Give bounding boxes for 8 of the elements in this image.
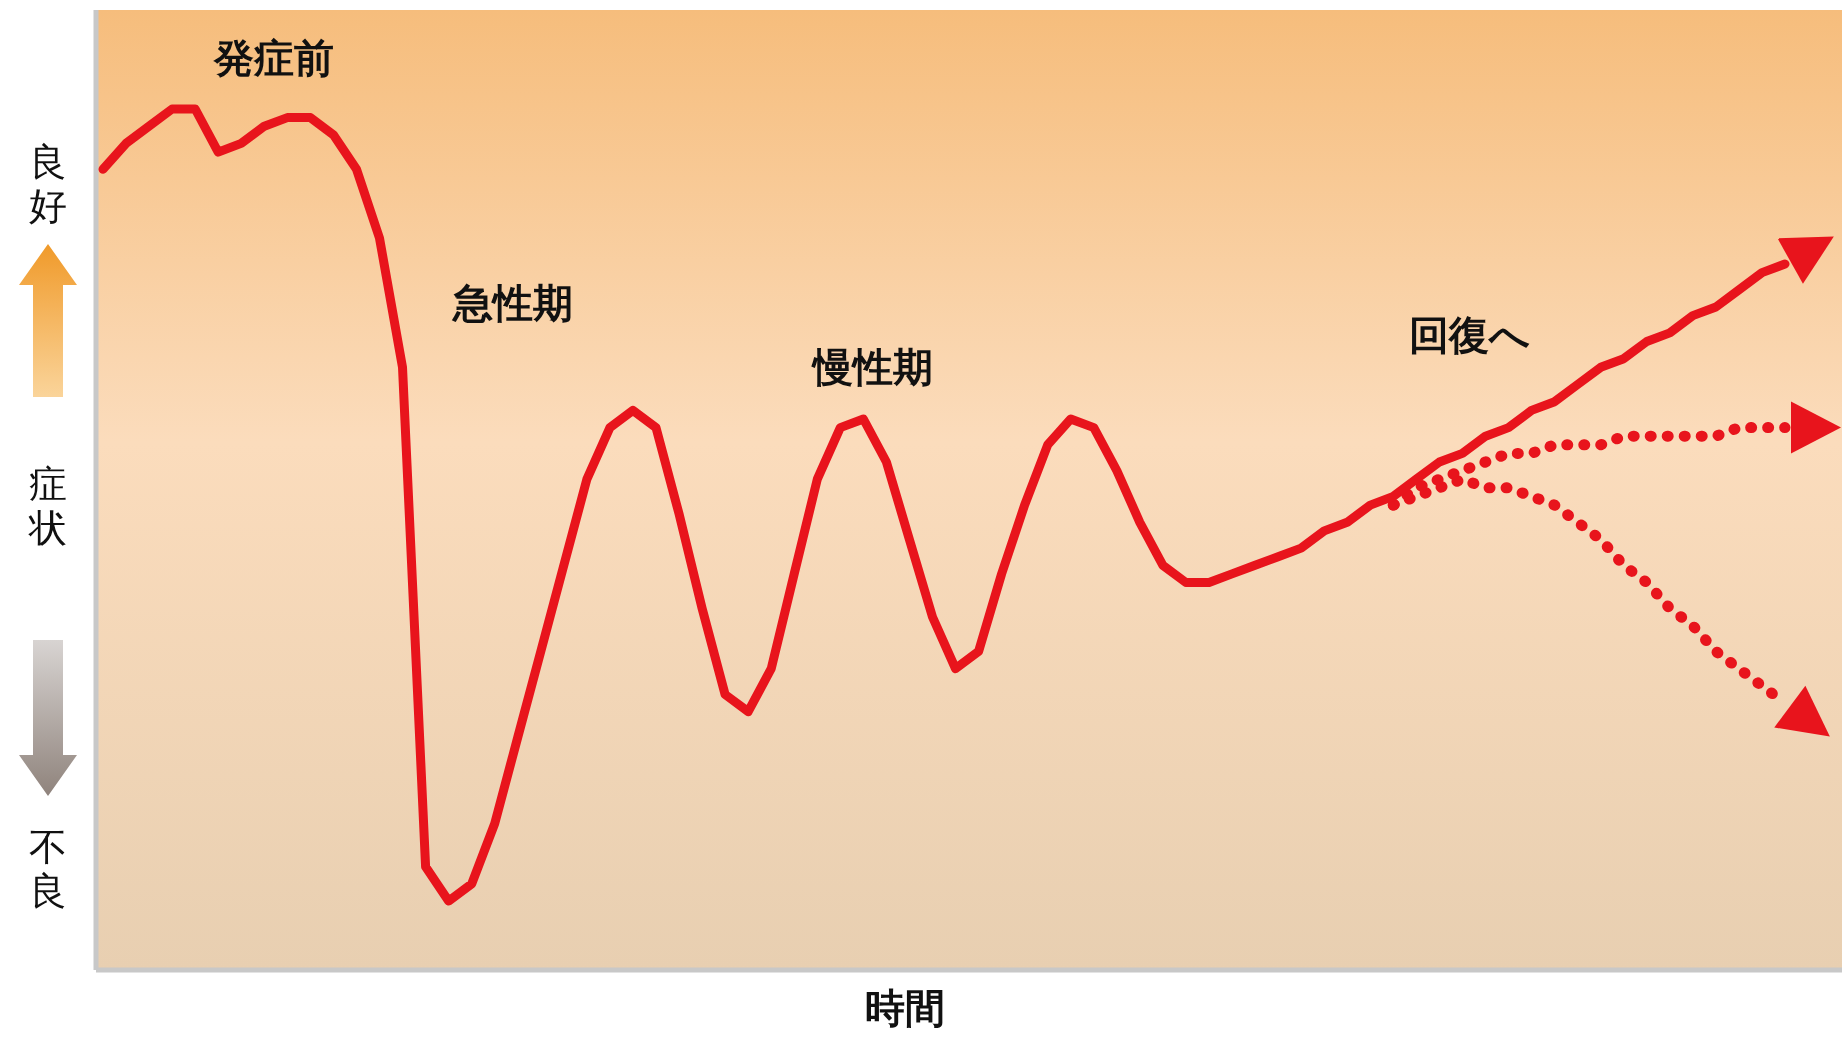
ylabel: 症状 (29, 462, 67, 550)
x-axis-title: 時間 (865, 985, 945, 1031)
text: 発症前 (213, 35, 334, 81)
annotation: 良好 (29, 140, 67, 228)
annotation: 回復へ (1408, 312, 1530, 358)
annotation: 不良 (29, 825, 67, 913)
annotation: 慢性期 (811, 344, 933, 390)
annotation: 急性期 (451, 280, 573, 326)
